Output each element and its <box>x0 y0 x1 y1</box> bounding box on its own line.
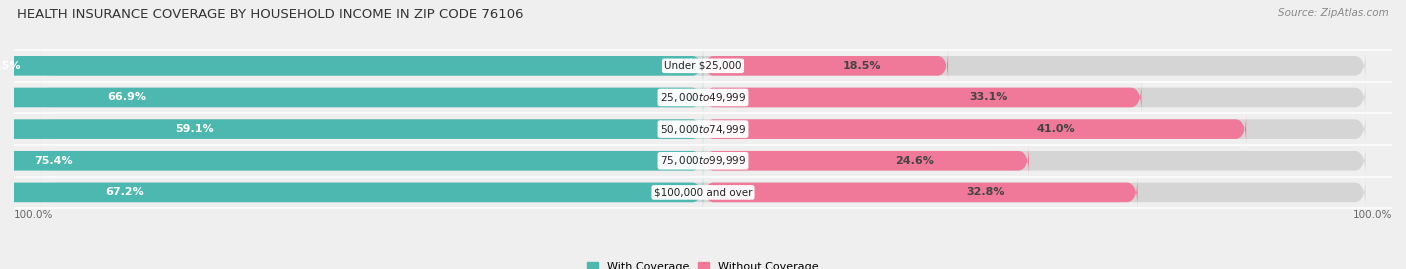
FancyBboxPatch shape <box>0 114 703 145</box>
FancyBboxPatch shape <box>703 82 1142 113</box>
FancyBboxPatch shape <box>0 177 703 208</box>
Text: 18.5%: 18.5% <box>844 61 882 71</box>
Text: HEALTH INSURANCE COVERAGE BY HOUSEHOLD INCOME IN ZIP CODE 76106: HEALTH INSURANCE COVERAGE BY HOUSEHOLD I… <box>17 8 523 21</box>
Text: 81.5%: 81.5% <box>0 61 21 71</box>
Legend: With Coverage, Without Coverage: With Coverage, Without Coverage <box>588 262 818 269</box>
Text: 32.8%: 32.8% <box>966 187 1005 197</box>
Text: 100.0%: 100.0% <box>14 210 53 220</box>
Text: 59.1%: 59.1% <box>174 124 214 134</box>
FancyBboxPatch shape <box>703 114 1246 145</box>
FancyBboxPatch shape <box>0 50 703 81</box>
FancyBboxPatch shape <box>41 145 1365 176</box>
Text: 100.0%: 100.0% <box>1353 210 1392 220</box>
FancyBboxPatch shape <box>41 114 1365 145</box>
Text: $50,000 to $74,999: $50,000 to $74,999 <box>659 123 747 136</box>
FancyBboxPatch shape <box>41 82 1365 113</box>
FancyBboxPatch shape <box>703 145 1029 176</box>
Text: 75.4%: 75.4% <box>34 156 73 166</box>
Text: 41.0%: 41.0% <box>1036 124 1076 134</box>
Text: 67.2%: 67.2% <box>105 187 143 197</box>
FancyBboxPatch shape <box>0 145 703 176</box>
FancyBboxPatch shape <box>41 177 1365 208</box>
Text: 66.9%: 66.9% <box>107 93 146 102</box>
Text: 24.6%: 24.6% <box>896 156 934 166</box>
Text: 33.1%: 33.1% <box>969 93 1007 102</box>
FancyBboxPatch shape <box>703 177 1137 208</box>
FancyBboxPatch shape <box>703 50 948 81</box>
Text: $25,000 to $49,999: $25,000 to $49,999 <box>659 91 747 104</box>
Text: $100,000 and over: $100,000 and over <box>654 187 752 197</box>
FancyBboxPatch shape <box>41 50 1365 81</box>
Text: Under $25,000: Under $25,000 <box>664 61 742 71</box>
Text: Source: ZipAtlas.com: Source: ZipAtlas.com <box>1278 8 1389 18</box>
FancyBboxPatch shape <box>0 82 703 113</box>
Text: $75,000 to $99,999: $75,000 to $99,999 <box>659 154 747 167</box>
